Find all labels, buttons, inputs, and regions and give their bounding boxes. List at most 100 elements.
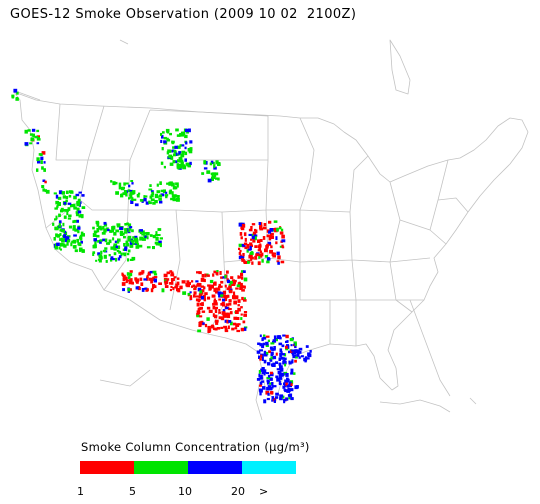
- smoke-pixel: [261, 252, 264, 257]
- smoke-pixel: [143, 278, 148, 281]
- smoke-pixel: [139, 199, 144, 202]
- smoke-pixel: [161, 134, 164, 139]
- legend-tick: 5: [129, 485, 136, 498]
- smoke-pixel: [251, 223, 256, 226]
- smoke-pixel: [268, 230, 272, 234]
- smoke-pixel: [296, 385, 299, 389]
- smoke-pixel: [127, 287, 131, 292]
- smoke-pixel: [139, 277, 143, 281]
- smoke-pixel: [206, 317, 210, 321]
- smoke-pixel: [224, 329, 229, 333]
- smoke-pixel: [238, 247, 241, 250]
- smoke-pixel: [212, 305, 216, 310]
- smoke-pixel: [136, 243, 139, 247]
- smoke-pixel: [81, 249, 85, 253]
- smoke-pixel: [145, 201, 149, 205]
- smoke-pixel: [269, 386, 273, 391]
- smoke-pixel: [226, 279, 231, 284]
- smoke-pixel: [259, 389, 263, 393]
- smoke-pixel: [55, 200, 60, 205]
- smoke-pixel: [187, 281, 191, 285]
- smoke-pixel: [40, 153, 43, 156]
- smoke-pixel: [226, 314, 231, 319]
- legend-bar: [80, 461, 296, 474]
- smoke-pixel: [238, 255, 243, 260]
- smoke-pixel: [111, 226, 115, 229]
- smoke-pixel: [227, 308, 232, 311]
- smoke-pixel: [165, 137, 169, 140]
- smoke-pixel: [309, 350, 312, 353]
- smoke-pixel: [298, 347, 303, 351]
- smoke-pixel: [58, 223, 61, 227]
- smoke-pixel: [181, 159, 184, 163]
- smoke-pixel: [160, 161, 164, 165]
- smoke-pixel: [214, 328, 218, 331]
- smoke-pixel: [175, 152, 178, 156]
- smoke-pixel: [185, 128, 189, 133]
- smoke-pixel: [73, 195, 77, 200]
- smoke-pixel: [72, 225, 76, 229]
- smoke-pixel: [243, 277, 248, 282]
- smoke-pixel: [79, 234, 83, 238]
- smoke-pixel: [258, 373, 261, 378]
- smoke-pixel: [132, 190, 136, 194]
- smoke-pixel: [77, 226, 81, 230]
- smoke-pixel: [267, 339, 270, 342]
- smoke-pixel: [124, 223, 127, 226]
- smoke-pixel: [234, 327, 238, 330]
- smoke-pixel: [173, 150, 176, 153]
- smoke-pixel: [214, 287, 219, 291]
- smoke-pixel: [129, 191, 133, 195]
- smoke-pixel: [180, 144, 185, 147]
- smoke-pixel: [120, 193, 123, 197]
- smoke-pixel: [115, 191, 119, 195]
- smoke-pixel: [143, 197, 147, 202]
- smoke-pixel: [99, 240, 102, 244]
- smoke-pixel: [60, 207, 64, 211]
- smoke-pixel: [54, 218, 57, 221]
- smoke-pixel: [154, 241, 159, 245]
- smoke-pixel: [176, 281, 180, 285]
- smoke-pixel: [68, 225, 73, 229]
- smoke-pixel: [284, 357, 287, 361]
- smoke-pixel: [235, 310, 239, 314]
- smoke-pixel: [127, 276, 131, 279]
- smoke-pixel: [189, 147, 193, 151]
- smoke-pixel: [117, 257, 121, 261]
- smoke-pixel: [57, 196, 62, 200]
- smoke-pixel: [248, 233, 252, 236]
- smoke-pixel: [102, 238, 106, 242]
- smoke-pixel: [240, 306, 243, 309]
- smoke-pixel: [79, 237, 83, 241]
- smoke-pixel: [54, 207, 58, 210]
- smoke-pixel: [131, 281, 134, 285]
- smoke-pixel: [166, 182, 170, 185]
- smoke-pixel: [218, 283, 221, 288]
- smoke-pixel: [198, 296, 202, 299]
- smoke-pixel: [171, 194, 176, 198]
- smoke-pixel: [160, 193, 165, 197]
- smoke-pixel: [64, 238, 68, 243]
- smoke-pixel: [226, 270, 229, 274]
- smoke-pixel: [240, 236, 243, 240]
- smoke-pixel: [197, 287, 202, 292]
- smoke-pixel: [66, 241, 69, 246]
- smoke-pixel: [127, 235, 132, 238]
- smoke-pixel: [284, 361, 287, 365]
- smoke-pixel: [249, 244, 253, 248]
- smoke-pixel: [45, 189, 50, 194]
- smoke-pixel: [196, 284, 200, 287]
- smoke-pixel: [219, 271, 222, 275]
- smoke-pixel: [201, 310, 206, 313]
- smoke-pixel: [243, 232, 247, 237]
- smoke-pixel: [152, 270, 157, 274]
- smoke-pixel: [58, 190, 63, 195]
- smoke-pixel: [265, 390, 270, 395]
- smoke-pixel: [24, 142, 29, 146]
- smoke-pixel: [265, 372, 269, 375]
- smoke-pixel: [238, 252, 242, 255]
- smoke-pixel: [258, 355, 261, 359]
- smoke-pixel: [270, 356, 274, 360]
- smoke-pixel: [244, 327, 247, 331]
- smoke-pixel: [201, 172, 205, 175]
